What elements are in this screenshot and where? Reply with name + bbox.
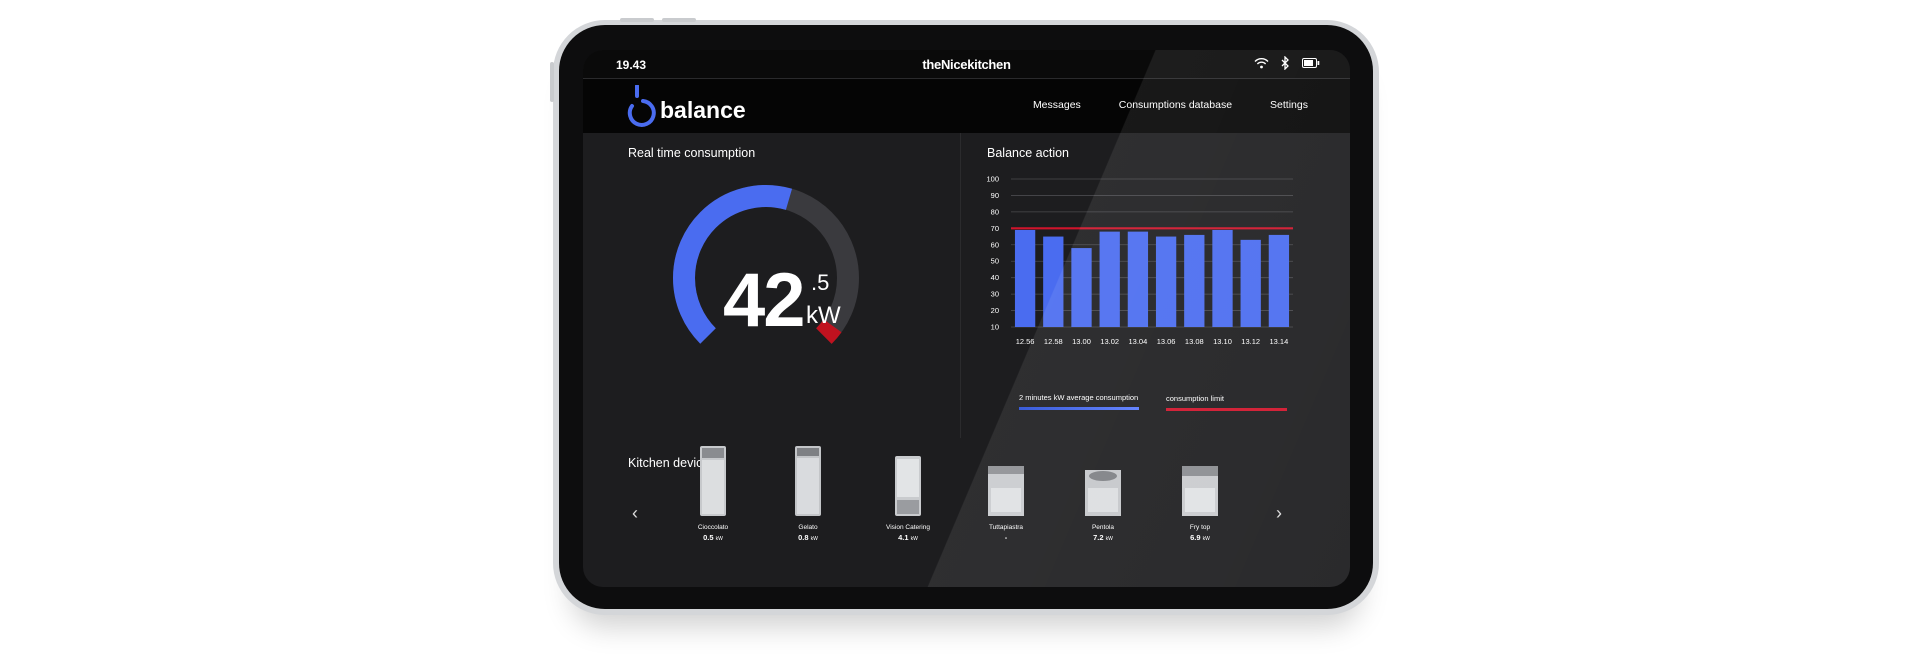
brand-title: theNicekitchen <box>922 57 1011 72</box>
device-name: Tuttapiastra <box>988 524 1024 531</box>
balance-title: Balance action <box>987 146 1070 160</box>
bar <box>1071 248 1092 327</box>
consumption-gauge <box>673 185 859 371</box>
wifi-icon <box>1254 58 1269 69</box>
status-bar: 19.43 theNicekitchen <box>583 50 1350 79</box>
legend-limit-label: consumption limit <box>1166 394 1224 403</box>
cooking-range-icon <box>988 466 1024 516</box>
balance-logo-icon <box>627 85 656 127</box>
nav-settings[interactable]: Settings <box>1270 99 1308 111</box>
device-tuttapiastra[interactable]: Tuttapiastra - <box>961 466 1051 542</box>
device-name: Pentola <box>1091 524 1115 531</box>
balance-logo[interactable]: balance <box>626 85 746 129</box>
bar <box>1043 236 1064 327</box>
device-value: 0.8 kW <box>798 533 818 542</box>
y-tick-label: 80 <box>991 207 999 216</box>
tablet-top-button-2 <box>662 18 696 22</box>
device-name: Vision Catering <box>886 524 930 531</box>
bar <box>1014 229 1036 327</box>
gauge-unit: kW <box>806 302 841 329</box>
y-tick-label: 10 <box>991 323 999 332</box>
x-tick-label: 13.14 <box>1270 337 1289 346</box>
legend-average-swatch <box>1019 407 1139 410</box>
nav-messages[interactable]: Messages <box>1032 99 1081 111</box>
device-value: - <box>1004 533 1008 542</box>
freezer-cabinet-icon <box>795 446 821 516</box>
bar <box>1268 234 1290 327</box>
x-tick-label: 13.12 <box>1241 337 1260 346</box>
y-tick-label: 20 <box>991 306 999 315</box>
legend-limit-swatch <box>1166 408 1287 411</box>
realtime-title: Real time consumption <box>628 146 756 160</box>
device-value: 7.2 kW <box>1093 533 1113 542</box>
blast-chiller-icon <box>700 446 726 516</box>
bar <box>1184 234 1205 327</box>
devices-next-arrow[interactable]: › <box>1276 503 1282 523</box>
fry-top-icon <box>1182 466 1218 516</box>
nav-consumptions-database[interactable]: Consumptions database <box>1118 99 1233 111</box>
tablet-top-button-1 <box>620 18 654 22</box>
devices-title: Kitchen devices <box>628 456 716 470</box>
x-tick-label: 13.00 <box>1072 337 1091 346</box>
y-tick-label: 70 <box>991 224 999 233</box>
y-tick-label: 60 <box>991 240 999 249</box>
app-header: balance Messages Consumptions database S… <box>583 79 1350 133</box>
legend-average-label: 2 minutes kW average consumption <box>1019 393 1139 402</box>
status-time: 19.43 <box>616 58 647 72</box>
device-name: Cioccolato <box>697 524 729 531</box>
x-tick-label: 13.10 <box>1213 337 1232 346</box>
bar <box>1240 239 1261 327</box>
bluetooth-icon <box>1281 56 1289 70</box>
balance-bar-chart: 10 20 30 40 50 60 70 80 90 100 12.56 12.58 13.00 13.0… <box>986 175 1293 346</box>
device-name: Fry top <box>1189 524 1211 531</box>
main-nav: Messages Consumptions database Settings <box>1033 99 1308 111</box>
device-fry-top[interactable]: Fry top 6.9 kW <box>1155 466 1245 542</box>
bar <box>1212 229 1233 327</box>
x-tick-label: 12.56 <box>1016 337 1035 346</box>
dashboard-content: Real time consumption 42 .5 kW Balance a… <box>583 133 1350 587</box>
legend-average: 2 minutes kW average consumption <box>1019 393 1139 410</box>
logo-text: balance <box>660 97 746 123</box>
device-value: 4.1 kW <box>898 533 918 542</box>
x-tick-label: 13.06 <box>1157 337 1176 346</box>
y-tick-label: 100 <box>986 175 999 184</box>
bar <box>1099 231 1120 327</box>
y-tick-label: 30 <box>991 290 999 299</box>
device-gelato[interactable]: Gelato 0.8 kW <box>763 446 853 542</box>
status-icons <box>1254 56 1320 70</box>
device-name: Gelato <box>798 524 818 531</box>
x-tick-label: 12.58 <box>1044 337 1063 346</box>
y-tick-label: 90 <box>991 191 999 200</box>
bar <box>1155 236 1177 327</box>
gauge-value: 42 <box>723 258 806 343</box>
device-value: 0.5 kW <box>703 533 723 542</box>
battery-icon <box>1302 58 1320 68</box>
panel-divider <box>960 133 961 438</box>
gauge-limit-marker <box>673 185 859 371</box>
boiling-pan-icon <box>1085 470 1121 516</box>
x-tick-label: 13.08 <box>1185 337 1204 346</box>
tablet-screen: 19.43 theNicekitchen balance <box>583 50 1350 587</box>
device-pentola[interactable]: Pentola 7.2 kW <box>1058 466 1148 542</box>
device-value: 6.9 kW <box>1190 533 1210 542</box>
devices-prev-arrow[interactable]: ‹ <box>632 503 638 523</box>
x-tick-label: 13.04 <box>1129 337 1148 346</box>
legend-limit: consumption limit <box>1166 394 1287 411</box>
device-vision-catering[interactable]: Vision Catering 4.1 kW <box>863 456 953 542</box>
y-tick-label: 40 <box>991 273 999 282</box>
gauge-decimal: .5 <box>811 270 830 295</box>
device-cioccolato[interactable]: Cioccolato 0.5 kW <box>668 446 758 542</box>
x-tick-label: 13.02 <box>1100 337 1119 346</box>
tablet-side-button <box>550 62 554 102</box>
combi-oven-icon <box>895 456 921 516</box>
y-tick-label: 50 <box>991 257 999 266</box>
bar <box>1127 231 1149 327</box>
